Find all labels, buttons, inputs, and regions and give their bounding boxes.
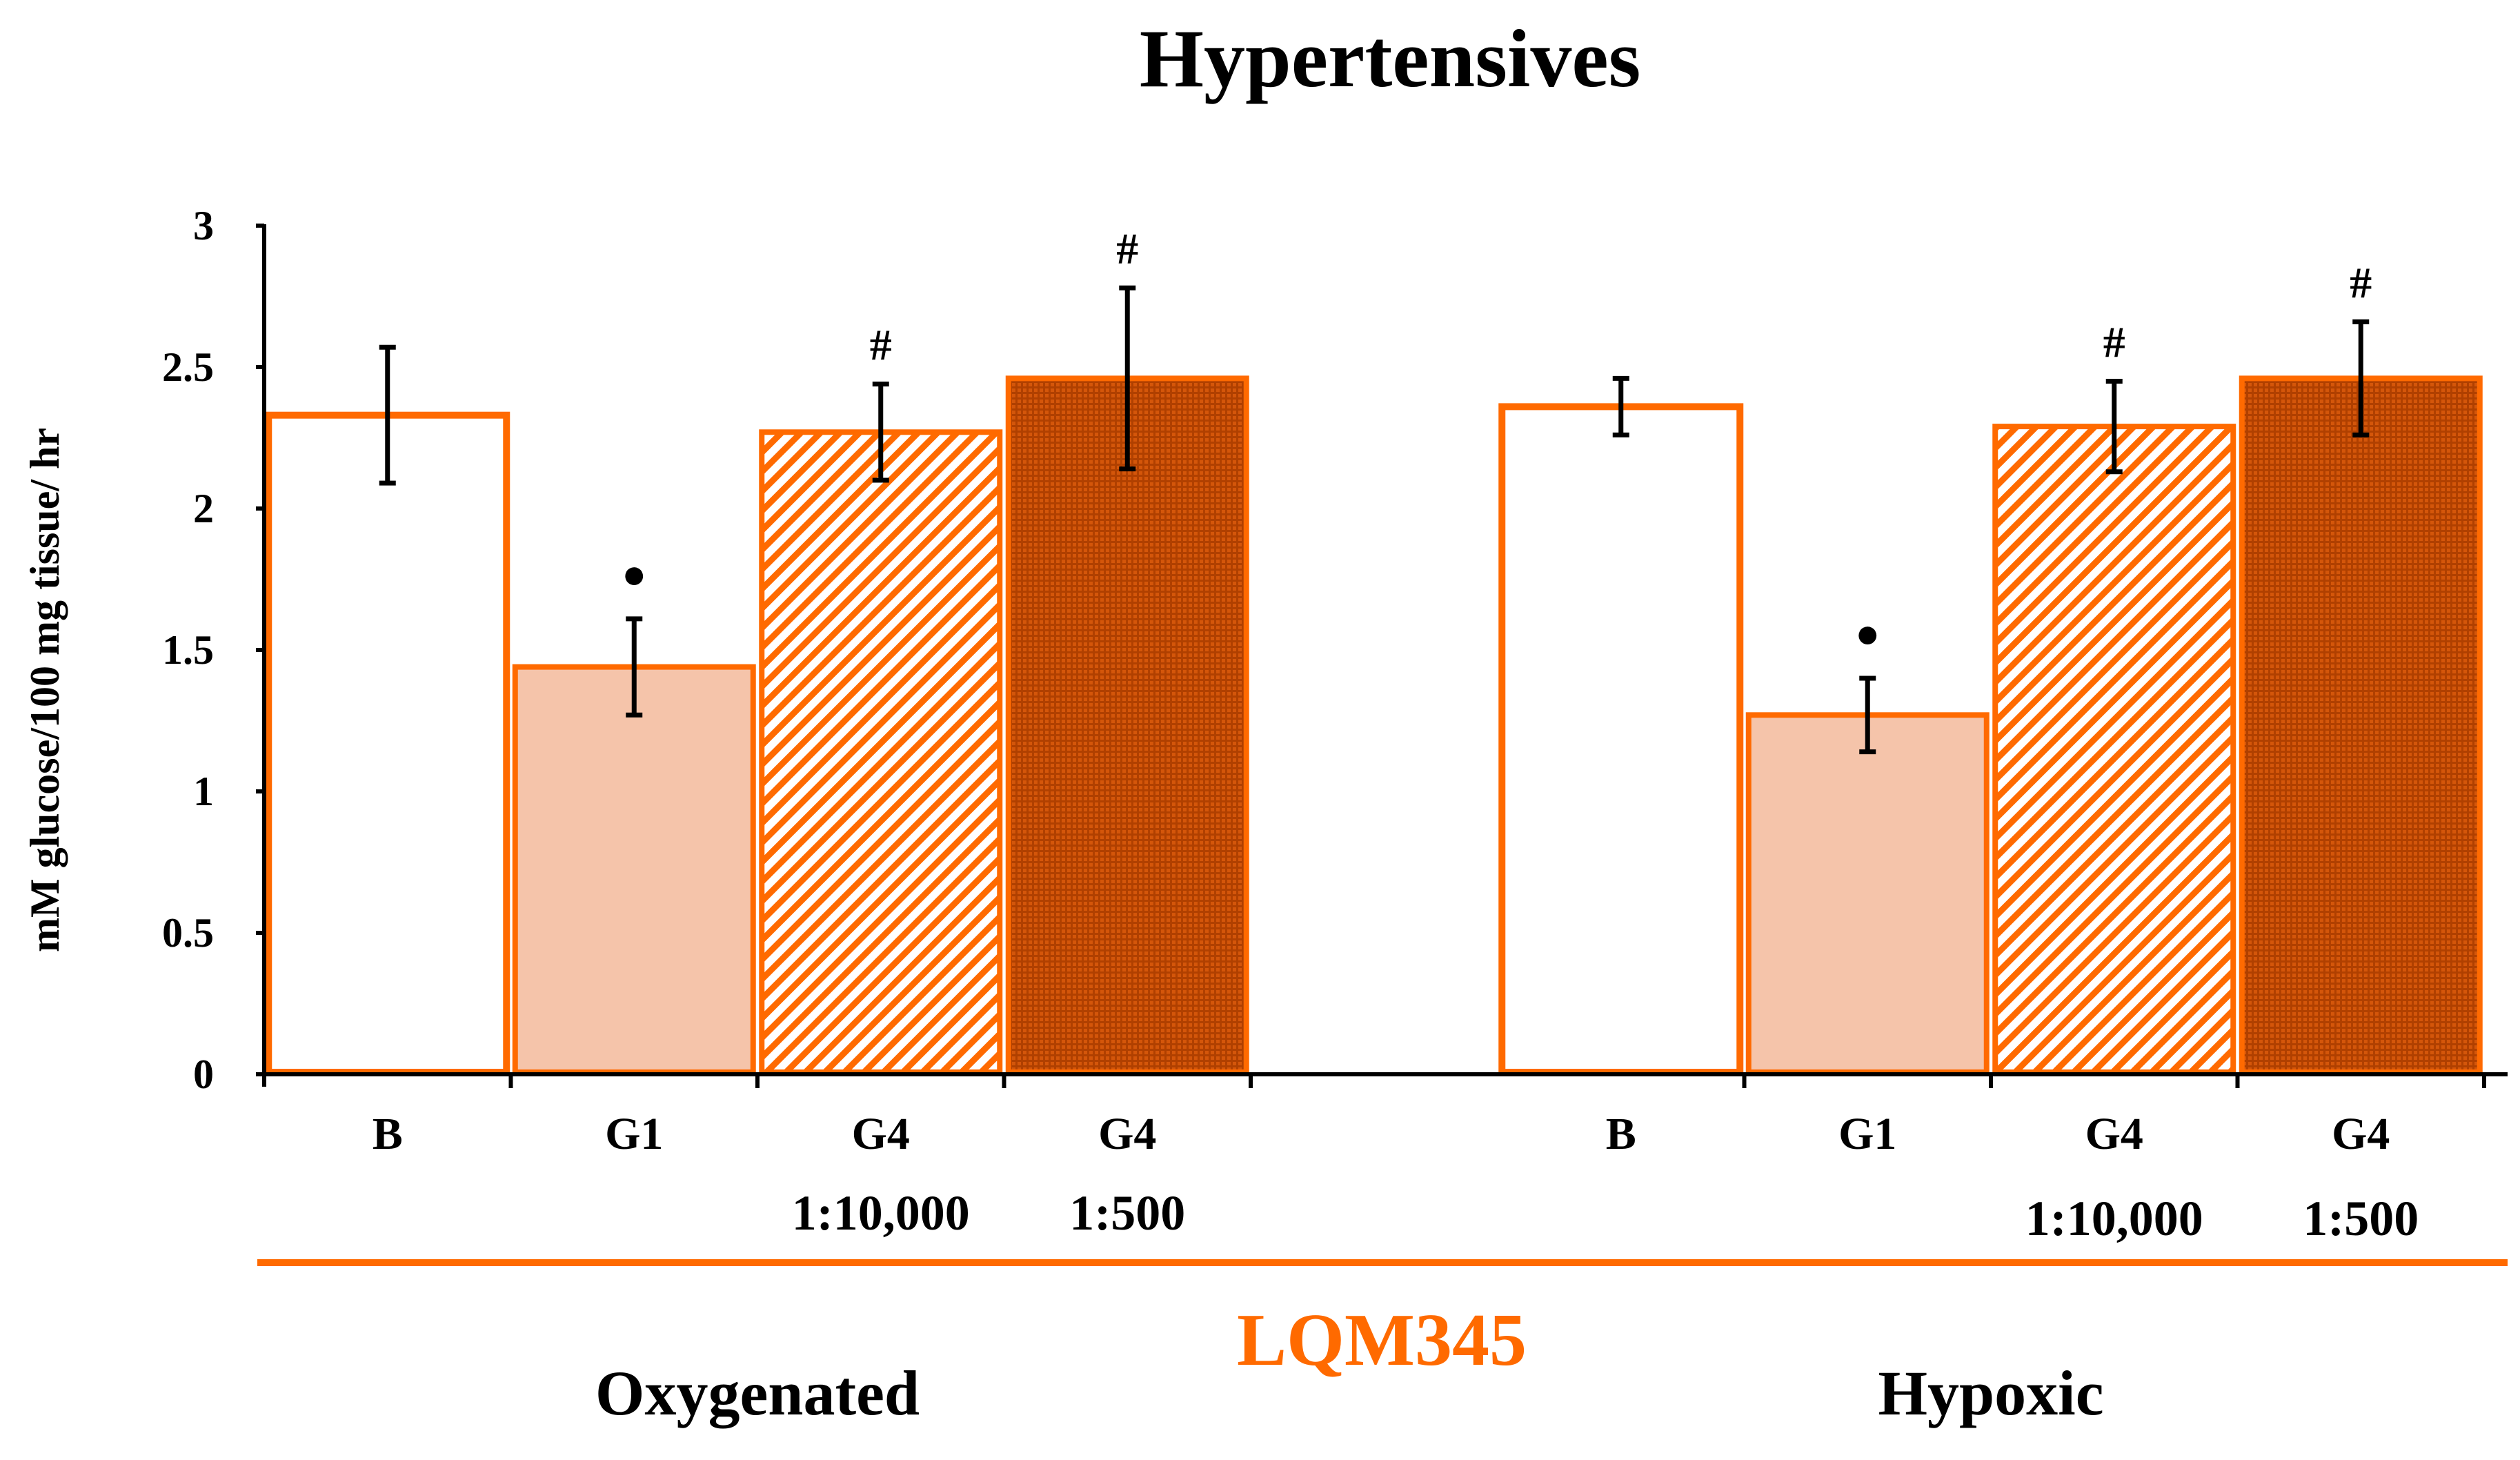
significance-markers: ● # # ● # # bbox=[622, 224, 2372, 656]
bar bbox=[759, 429, 1003, 1075]
group-label: Hypoxic bbox=[1878, 1358, 2103, 1428]
y-tick-label: 2 bbox=[193, 486, 214, 531]
x-tick-label: B bbox=[373, 1109, 403, 1159]
significance-marker: # bbox=[2103, 318, 2125, 367]
bar bbox=[1992, 424, 2236, 1075]
y-tick-label: 0 bbox=[193, 1052, 214, 1097]
x-axis-ticks bbox=[508, 1074, 2486, 1088]
x-tick-label: B bbox=[1606, 1109, 1636, 1159]
x-axis-labels: B G1 G4 1:10,000 G4 1:500 B G1 G4 1:10,000 G4 1:500 bbox=[373, 1109, 2419, 1246]
y-tick-label: 1 bbox=[193, 769, 214, 814]
group-labels: Oxygenated Hypoxic bbox=[595, 1358, 2104, 1428]
bar bbox=[1005, 375, 1249, 1075]
x-tick-label: G1 bbox=[605, 1109, 663, 1159]
x-tick-label: G1 bbox=[1838, 1109, 1896, 1159]
x-tick-label: G4 bbox=[2085, 1109, 2143, 1159]
y-tick-label: 1.5 bbox=[162, 627, 214, 673]
bars bbox=[265, 375, 2483, 1076]
x-tick-label: G4 bbox=[852, 1109, 910, 1159]
significance-marker: ● bbox=[622, 551, 646, 597]
bar bbox=[1745, 712, 1990, 1076]
bar bbox=[1498, 403, 1744, 1076]
y-tick-label: 3 bbox=[193, 203, 214, 248]
x-tick-sublabel: 1:10,000 bbox=[2025, 1191, 2203, 1246]
y-axis-label: mM glucose/100 mg tissue/ hr bbox=[22, 428, 68, 952]
significance-marker: # bbox=[2350, 258, 2372, 307]
x-tick-sublabel: 1:500 bbox=[2303, 1191, 2419, 1246]
bracket-label: LQM345 bbox=[1237, 1299, 1527, 1381]
bar bbox=[512, 664, 756, 1075]
error-bars bbox=[379, 285, 2370, 755]
x-tick-sublabel: 1:10,000 bbox=[792, 1185, 970, 1241]
x-tick-label: G4 bbox=[1098, 1109, 1156, 1159]
x-tick-label: G4 bbox=[2332, 1109, 2390, 1159]
bar bbox=[2239, 375, 2483, 1075]
y-tick-label: 2.5 bbox=[162, 344, 214, 390]
x-tick-sublabel: 1:500 bbox=[1069, 1185, 1185, 1241]
chart-title: Hypertensives bbox=[1140, 12, 1641, 104]
y-axis-ticks: 0 0.5 1 1.5 2 2.5 3 bbox=[162, 203, 264, 1097]
significance-marker: # bbox=[870, 321, 892, 370]
bar bbox=[265, 411, 510, 1076]
significance-marker: # bbox=[1116, 224, 1138, 273]
y-tick-label: 0.5 bbox=[162, 910, 214, 956]
significance-marker: ● bbox=[1855, 611, 1880, 656]
group-label: Oxygenated bbox=[595, 1358, 920, 1428]
